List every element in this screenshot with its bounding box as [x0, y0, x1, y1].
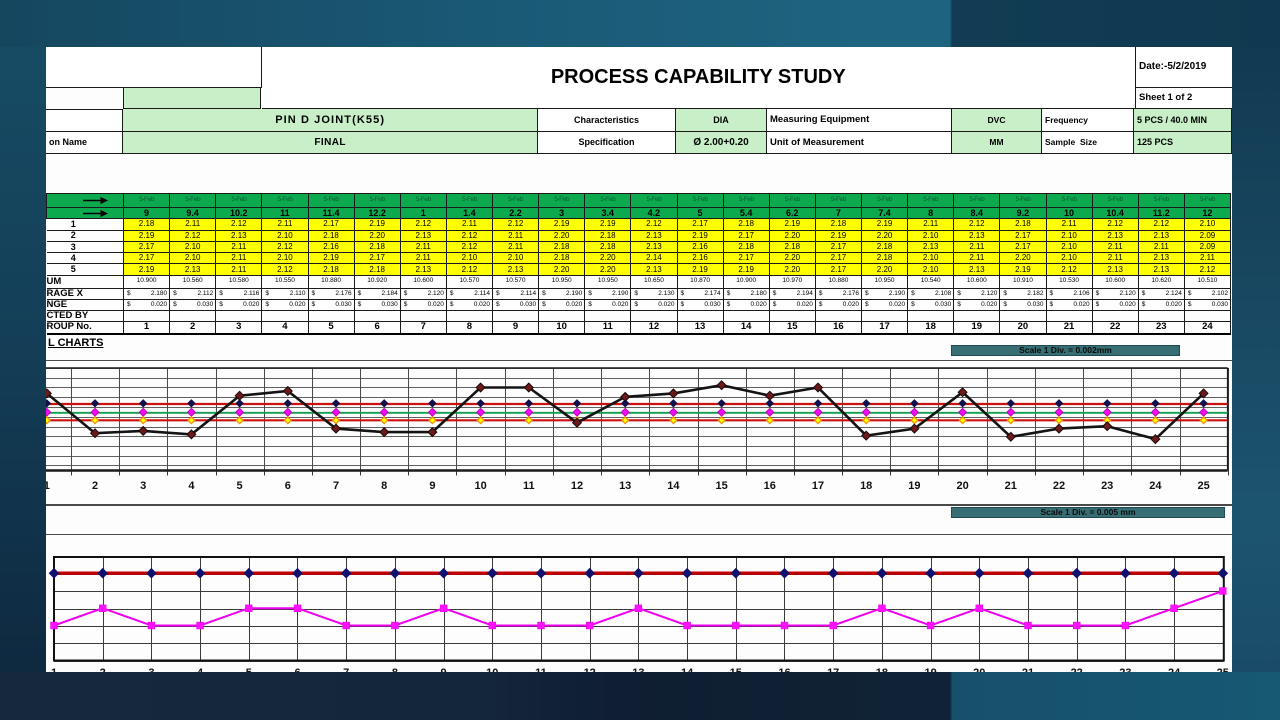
svg-text:3: 3: [140, 480, 146, 492]
svg-text:10: 10: [474, 480, 486, 492]
svg-text:24: 24: [1149, 480, 1162, 492]
svg-text:18: 18: [876, 667, 888, 672]
svg-text:5: 5: [246, 667, 252, 672]
svg-text:8: 8: [381, 480, 387, 492]
svg-text:15: 15: [730, 667, 742, 672]
svg-text:23: 23: [1101, 480, 1113, 492]
svg-text:11: 11: [523, 480, 535, 492]
svg-text:20: 20: [956, 480, 968, 492]
svg-text:2: 2: [92, 480, 98, 492]
svg-text:7: 7: [333, 480, 339, 492]
svg-text:17: 17: [812, 480, 824, 492]
svg-text:6: 6: [285, 480, 291, 492]
svg-text:25: 25: [1197, 480, 1209, 492]
svg-text:11: 11: [535, 667, 547, 672]
svg-text:16: 16: [778, 667, 790, 672]
svg-text:13: 13: [619, 480, 631, 492]
svg-text:14: 14: [667, 480, 680, 492]
svg-text:22: 22: [1053, 480, 1065, 492]
svg-text:21: 21: [1022, 667, 1034, 672]
svg-text:12: 12: [584, 667, 596, 672]
svg-text:8: 8: [392, 667, 398, 672]
svg-text:23: 23: [1119, 667, 1131, 672]
svg-text:17: 17: [827, 667, 839, 672]
svg-text:3: 3: [148, 667, 154, 672]
svg-text:5: 5: [237, 480, 243, 492]
svg-text:20: 20: [973, 667, 985, 672]
svg-text:2: 2: [100, 667, 106, 672]
svg-text:18: 18: [860, 480, 872, 492]
svg-text:14: 14: [681, 667, 694, 672]
svg-text:22: 22: [1071, 667, 1083, 672]
svg-text:9: 9: [441, 667, 447, 672]
svg-text:9: 9: [429, 480, 435, 492]
svg-text:4: 4: [188, 480, 195, 492]
svg-text:13: 13: [632, 667, 644, 672]
svg-text:19: 19: [908, 480, 920, 492]
svg-text:1: 1: [51, 667, 57, 672]
svg-text:24: 24: [1168, 667, 1181, 672]
svg-text:1: 1: [46, 480, 50, 492]
svg-text:7: 7: [343, 667, 349, 672]
svg-text:15: 15: [715, 480, 727, 492]
svg-text:19: 19: [924, 667, 936, 672]
svg-text:4: 4: [197, 667, 204, 672]
svg-text:10: 10: [486, 667, 498, 672]
svg-text:12: 12: [571, 480, 583, 492]
svg-text:6: 6: [294, 667, 300, 672]
svg-text:16: 16: [764, 480, 776, 492]
svg-text:25: 25: [1217, 667, 1229, 672]
svg-text:21: 21: [1005, 480, 1017, 492]
